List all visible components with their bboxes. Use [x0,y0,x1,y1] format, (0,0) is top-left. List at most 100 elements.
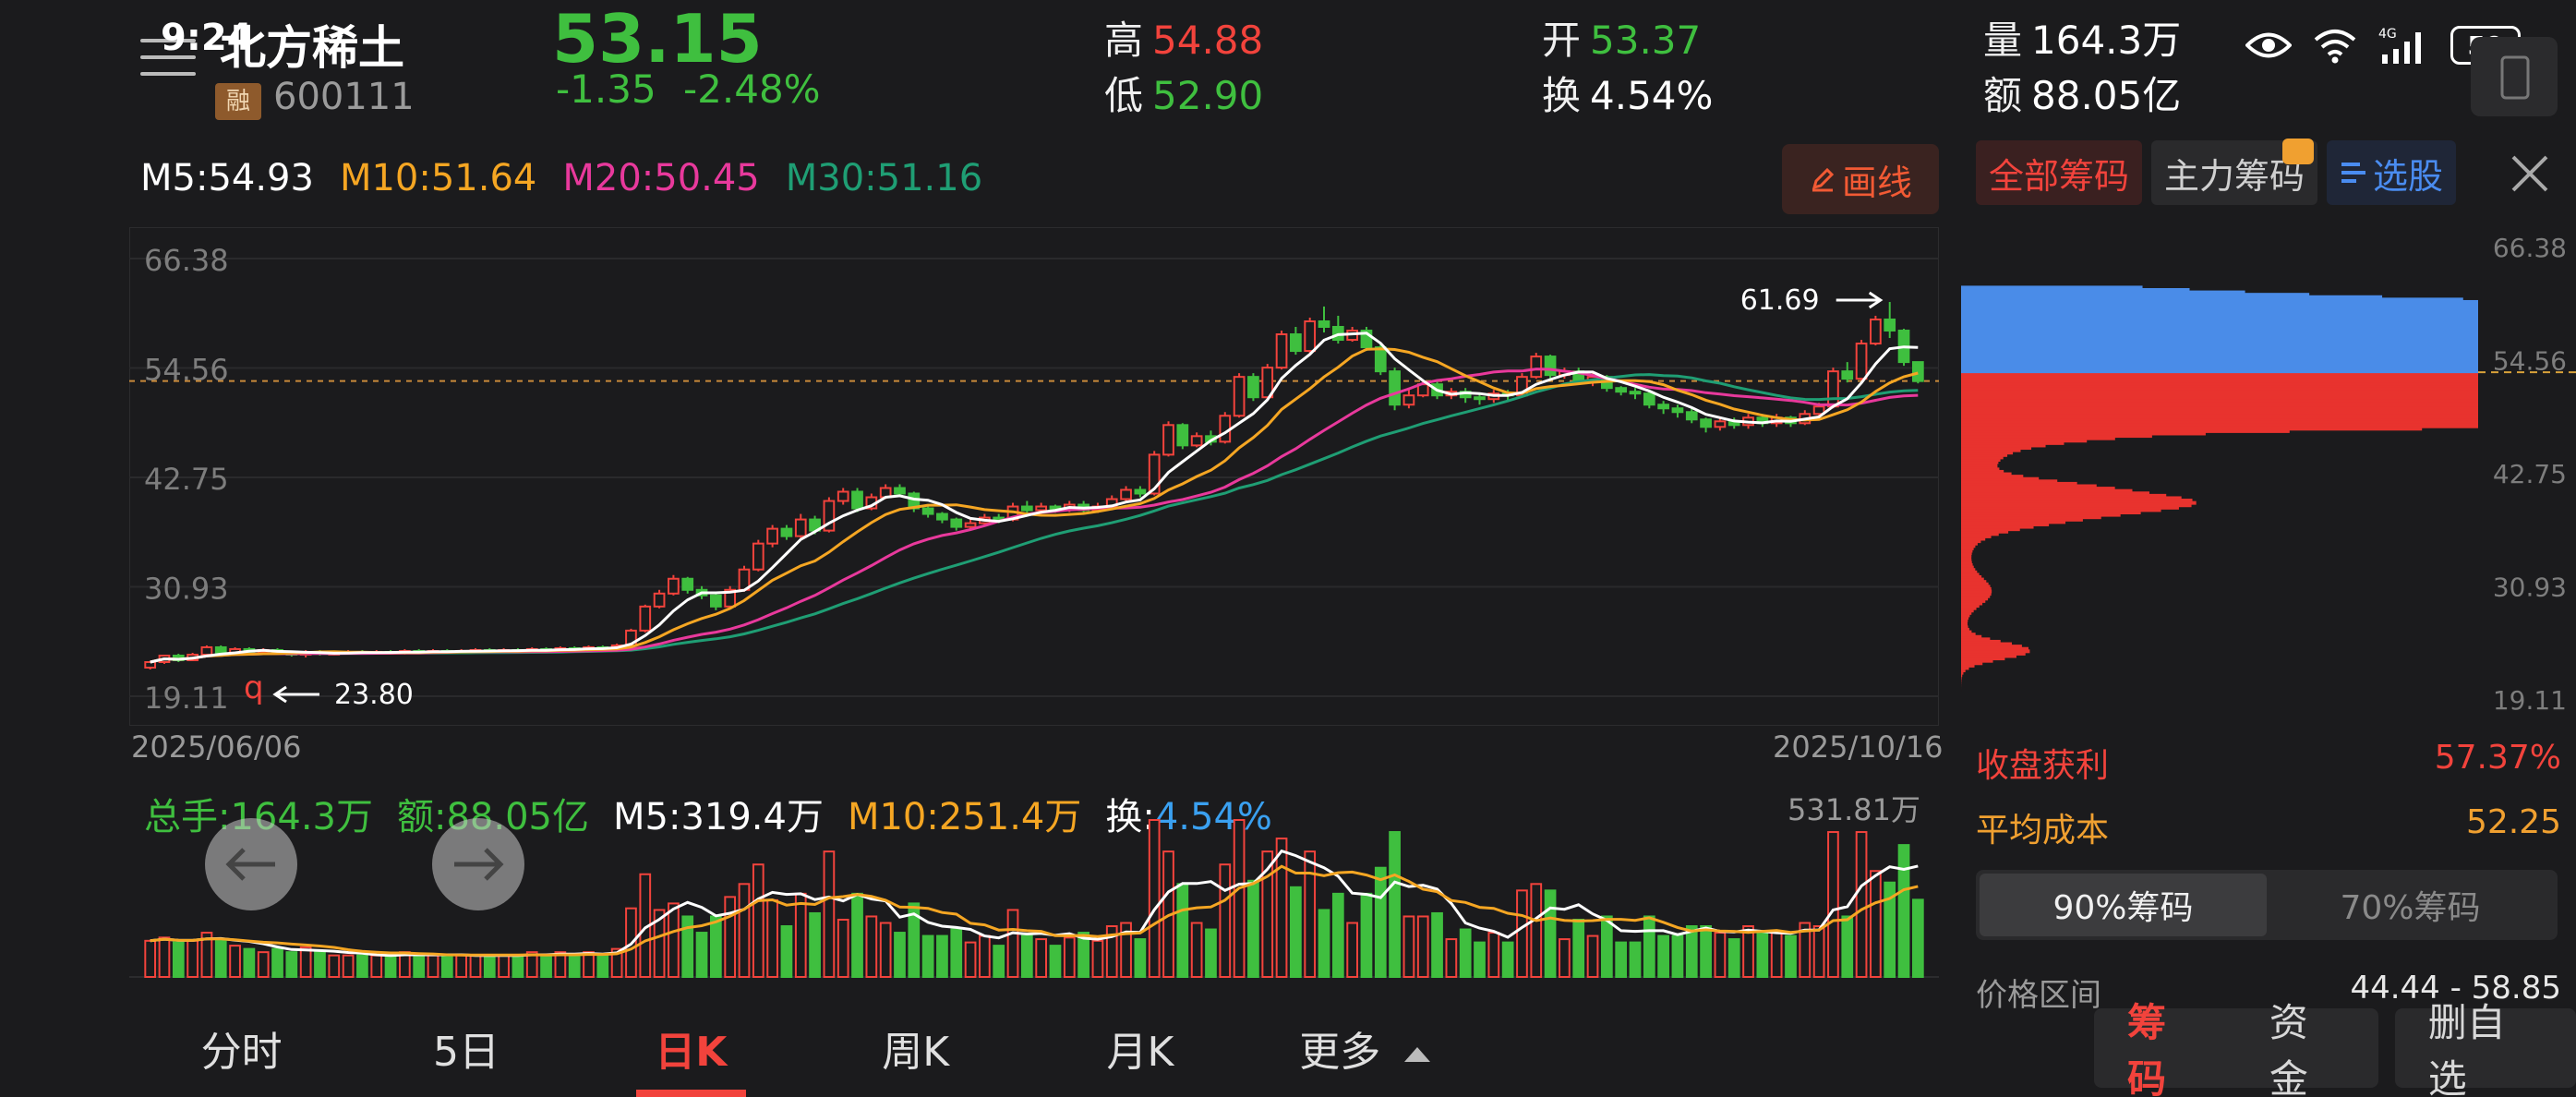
candle-body [921,507,934,515]
candle-body [1530,356,1543,379]
volume-bar [766,898,778,978]
candle-body [1615,387,1628,393]
close-panel-button[interactable] [2504,148,2556,199]
volume-bar [1261,850,1274,979]
chip-bar [1961,431,2206,436]
volume-bar [851,892,863,978]
open-label: 开 [1542,18,1582,63]
chip-bar [1961,573,1980,577]
chip-bar [1961,416,2478,421]
candle-body [144,660,157,669]
arrow-left-icon [225,848,275,881]
y-tick-label: 30.93 [144,571,229,606]
volume-bar [342,954,355,978]
max-price-label: 61.69 [1740,284,1820,317]
scroll-right-button[interactable] [432,818,524,910]
volume-bar [384,954,397,978]
chip-bar [1961,527,2020,532]
bottom-actions: 筹码 资金 删自选 [2094,1000,2576,1097]
screen-toggle-button[interactable] [2471,37,2558,116]
chip-bar [1961,508,2161,512]
tab-daily-k[interactable]: 日K [579,1016,803,1097]
seg-90-chips[interactable]: 90%筹码 [1980,874,2267,936]
tab-all-chips[interactable]: 全部筹码 [1976,140,2143,205]
high-label: 高 [1104,18,1144,63]
amount-value: 88.05亿 [2031,73,2182,118]
chips-button[interactable]: 筹码 [2127,1000,2167,1097]
candle-body [1318,319,1330,329]
funds-button[interactable]: 资金 [2269,1000,2308,1097]
candle-body [1275,333,1288,369]
volume-bar [1105,925,1118,979]
volume-bar [525,951,538,978]
volume-bar [214,938,227,978]
tab-monthly-k[interactable]: 月K [1106,1029,1174,1076]
volume-bar [1799,922,1812,978]
profit-ratio-label: 收盘获利 [1976,747,2110,785]
candle-body [1304,319,1317,353]
chips-tabs: 全部筹码 主力筹码 选股 [1976,139,2457,205]
tab-main-chips[interactable]: 主力筹码 [2151,139,2318,205]
volume-bar [271,947,283,978]
volume-bar [979,934,991,978]
candle-body [1120,488,1132,500]
volume-ma10-line [150,864,1919,957]
chip-bar [1961,379,2478,383]
chip-bar [1961,517,2083,522]
tab-intraday[interactable]: 分时 [200,1029,283,1076]
chip-bar [1961,299,2478,304]
menu-icon[interactable] [140,39,196,83]
tab-stock-picker[interactable]: 选股 [2327,140,2457,205]
volume-bar [1600,915,1613,978]
open-value: 53.37 [1590,18,1702,63]
chip-bar [1961,451,2014,455]
chip-bar [1961,586,1992,591]
volume-chart[interactable] [129,813,1939,979]
volume-bar [1770,932,1783,978]
remove-watchlist-button[interactable]: 删自选 [2394,1000,2576,1097]
volume-value: 164.3万 [2031,18,2182,63]
chip-bar [1961,556,1972,561]
volume-bar [1671,934,1684,978]
tab-weekly-k[interactable]: 周K [882,1029,950,1076]
volume-bar [1233,819,1246,978]
chip-bar [1961,362,2478,367]
volume-bar [172,941,185,978]
tab-5day[interactable]: 5日 [432,1029,500,1076]
chip-bar [1961,651,2026,656]
candle-body [780,527,793,537]
price-change: -1.35 [556,66,656,112]
volume-bar [681,915,694,978]
chip-bar [1961,487,2115,491]
chip-bar [1961,520,2066,524]
volume-bar [356,954,368,978]
volume-label: 量 [1983,18,2023,63]
chip-bar [1961,633,1976,637]
volume-bar [455,954,468,978]
volume-bar [1247,879,1259,978]
volume-bar [469,954,482,978]
low-label: 低 [1104,73,1144,118]
chip-bar [1961,285,2143,290]
volume-bar [596,954,609,978]
chip-bar [1961,524,2034,529]
kline-chart[interactable]: 66.38 54.56 42.75 30.93 19.11 61.69 23.80 q [129,227,1939,726]
seg-70-chips[interactable]: 70%筹码 [2340,889,2481,927]
volume-bar [1402,915,1415,978]
volume-bar [1727,938,1740,978]
candle-body [1911,361,1924,382]
chip-bar [1961,467,2000,472]
draw-line-button[interactable]: 画线 [1782,144,1939,214]
volume-bar [427,954,439,978]
chip-bar [1961,428,2290,433]
tab-more[interactable]: 更多 [1253,1016,1477,1097]
candle-body [1402,394,1415,406]
candle-body [752,542,764,571]
chip-bar [1961,657,2005,661]
volume-bar [1911,898,1924,978]
scroll-left-button[interactable] [205,818,297,910]
chip-bar [1961,642,2013,646]
volume-bar [1360,892,1373,978]
volume-bar [200,932,213,978]
chip-bar [1961,436,2115,440]
